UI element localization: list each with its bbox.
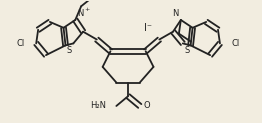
Text: N: N [172, 9, 179, 18]
Text: O: O [143, 101, 150, 110]
Text: H₂N: H₂N [91, 101, 107, 110]
Text: N: N [77, 9, 84, 18]
Text: I⁻: I⁻ [144, 23, 152, 33]
Text: S: S [185, 46, 190, 55]
Text: Cl: Cl [232, 39, 240, 48]
Text: S: S [66, 46, 71, 55]
Text: +: + [84, 7, 89, 12]
Text: Cl: Cl [16, 39, 24, 48]
